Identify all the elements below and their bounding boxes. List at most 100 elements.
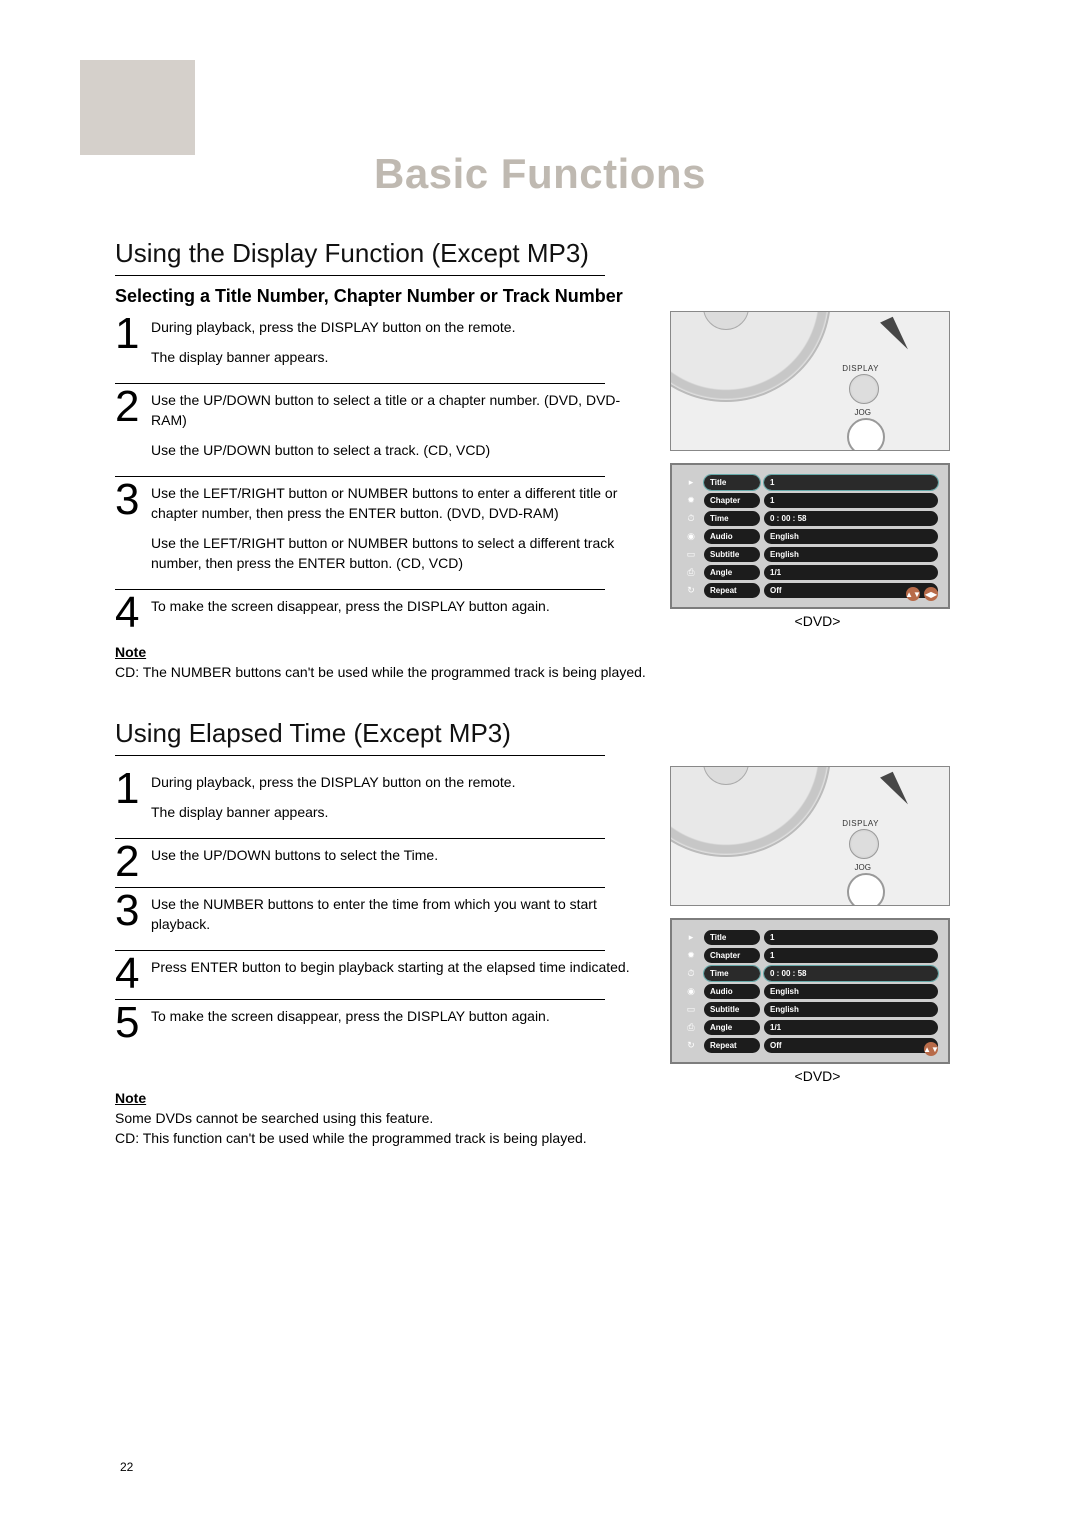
- corner-band: [80, 60, 195, 155]
- step-number: 3: [115, 892, 143, 944]
- display-label: DISPLAY: [842, 819, 879, 828]
- osd-panel-2: ▸Title1✹Chapter1⏱Time0 : 00 : 58◉AudioEn…: [670, 918, 950, 1064]
- step-number: 1: [115, 315, 143, 377]
- osd-row-label: Time: [704, 511, 760, 526]
- osd-row-label: Chapter: [704, 948, 760, 963]
- osd-row-icon: ▭: [682, 1002, 700, 1017]
- step: 4To make the screen disappear, press the…: [115, 590, 650, 638]
- note-body-2: Some DVDs cannot be searched using this …: [115, 1108, 965, 1148]
- osd-row: ▭SubtitleEnglish: [682, 547, 938, 562]
- step-number: 2: [115, 843, 143, 881]
- step-text: Use the LEFT/RIGHT button or NUMBER butt…: [151, 481, 650, 583]
- osd-row-icon: ▸: [682, 930, 700, 945]
- osd-row-icon: ✹: [682, 493, 700, 508]
- display-button-icon: [849, 829, 879, 859]
- section1-title: Using the Display Function (Except MP3): [115, 238, 965, 269]
- osd-row: ↻ Repeat Off: [682, 1038, 938, 1053]
- jog-label: JOG: [855, 863, 871, 872]
- osd-row-label: Title: [704, 930, 760, 945]
- step: 3Use the LEFT/RIGHT button or NUMBER but…: [115, 477, 650, 589]
- step: 4Press ENTER button to begin playback st…: [115, 951, 650, 999]
- step: 5To make the screen disappear, press the…: [115, 1000, 650, 1048]
- osd-row-icon: ◉: [682, 984, 700, 999]
- note-heading-1: Note: [115, 644, 965, 660]
- osd-caption-2: <DVD>: [670, 1068, 965, 1084]
- step-text: During playback, press the DISPLAY butto…: [151, 770, 650, 832]
- step: 3Use the NUMBER buttons to enter the tim…: [115, 888, 650, 950]
- osd-row-icon: ▸: [682, 475, 700, 490]
- osd-row-icon: ⏱: [682, 511, 700, 526]
- section2-side: DISPLAY JOG ▸ Title 1 ✹ Chapter 1 ⏱ Time 0 : 00 …: [670, 766, 965, 1084]
- display-label: DISPLAY: [842, 364, 879, 373]
- osd-row-value: 0 : 00 : 58: [764, 966, 938, 981]
- osd-row-label: Time: [704, 966, 760, 981]
- osd-row-value: English: [764, 529, 938, 544]
- osd-row-label: Angle: [704, 565, 760, 580]
- section2-title: Using Elapsed Time (Except MP3): [115, 718, 965, 749]
- osd-row: ⎙Angle1/1: [682, 1020, 938, 1035]
- osd-nav-icons: ▲▼◀▶: [906, 587, 938, 601]
- osd-row-icon: ↻: [682, 1038, 700, 1053]
- osd-row: ⎙ Angle 1/1: [682, 565, 938, 580]
- osd-row-value: 1/1: [764, 565, 938, 580]
- osd-row-value: 1: [764, 475, 938, 490]
- osd-row-label: Repeat: [704, 1038, 760, 1053]
- osd-row-label: Audio: [704, 984, 760, 999]
- osd-row-label: Subtitle: [704, 1002, 760, 1017]
- section2: Using Elapsed Time (Except MP3) 1During …: [115, 718, 965, 1148]
- osd-row: ◉AudioEnglish: [682, 984, 938, 999]
- content-area: Using the Display Function (Except MP3) …: [115, 238, 965, 1148]
- jog-label: JOG: [855, 408, 871, 417]
- step-text: Use the UP/DOWN buttons to select the Ti…: [151, 843, 650, 881]
- osd-row-value: Off: [764, 1038, 938, 1053]
- step-text: Use the NUMBER buttons to enter the time…: [151, 892, 650, 944]
- osd-caption-1: <DVD>: [670, 613, 965, 629]
- step-number: 5: [115, 1004, 143, 1042]
- arrow-icon: [880, 772, 908, 811]
- osd-row: ⏱ Time 0 : 00 : 58: [682, 966, 938, 981]
- step: 2Use the UP/DOWN button to select a titl…: [115, 384, 650, 476]
- manual-page: Basic Functions Using the Display Functi…: [0, 0, 1080, 1528]
- osd-row-value: 0 : 00 : 58: [764, 511, 938, 526]
- osd-row: ▸ Title 1: [682, 930, 938, 945]
- osd-row-label: Audio: [704, 529, 760, 544]
- step-number: 1: [115, 770, 143, 832]
- section2-columns: 1During playback, press the DISPLAY butt…: [115, 766, 965, 1084]
- step-text: To make the screen disappear, press the …: [151, 1004, 650, 1042]
- jog-button-icon: [847, 873, 885, 906]
- osd-row-value: 1/1: [764, 1020, 938, 1035]
- osd-row-label: Angle: [704, 1020, 760, 1035]
- osd-row: ↻RepeatOff: [682, 583, 938, 598]
- step-text: Press ENTER button to begin playback sta…: [151, 955, 650, 993]
- osd-row-value: English: [764, 547, 938, 562]
- osd-row: ▭SubtitleEnglish: [682, 1002, 938, 1017]
- step-number: 4: [115, 955, 143, 993]
- osd-row-icon: ⏱: [682, 966, 700, 981]
- osd-nav-icons: ▲▼: [924, 1042, 938, 1056]
- step: 1During playback, press the DISPLAY butt…: [115, 311, 650, 383]
- remote-illustration: DISPLAY JOG: [670, 766, 950, 906]
- osd-row-label: Title: [704, 475, 760, 490]
- osd-row-value: 1: [764, 948, 938, 963]
- osd-row-icon: ◉: [682, 529, 700, 544]
- osd-row-icon: ↻: [682, 583, 700, 598]
- section2-steps: 1During playback, press the DISPLAY butt…: [115, 766, 650, 1048]
- step-text: Use the UP/DOWN button to select a title…: [151, 388, 650, 470]
- step-number: 3: [115, 481, 143, 583]
- chapter-title: Basic Functions: [80, 150, 1000, 198]
- osd-row-label: Repeat: [704, 583, 760, 598]
- osd-row: ✹ Chapter 1: [682, 948, 938, 963]
- osd-row-icon: ⎙: [682, 565, 700, 580]
- section1-columns: 1During playback, press the DISPLAY butt…: [115, 311, 965, 638]
- jog-button-icon: [847, 418, 885, 451]
- step-number: 4: [115, 594, 143, 632]
- osd-row-icon: ✹: [682, 948, 700, 963]
- arrow-icon: [880, 317, 908, 356]
- remote-illustration: DISPLAY JOG: [670, 311, 950, 451]
- note-body-1: CD: The NUMBER buttons can't be used whi…: [115, 662, 965, 682]
- note-heading-2: Note: [115, 1090, 965, 1106]
- osd-row-label: Subtitle: [704, 547, 760, 562]
- divider: [115, 275, 605, 276]
- osd-row-value: 1: [764, 930, 938, 945]
- section1-steps: 1During playback, press the DISPLAY butt…: [115, 311, 650, 638]
